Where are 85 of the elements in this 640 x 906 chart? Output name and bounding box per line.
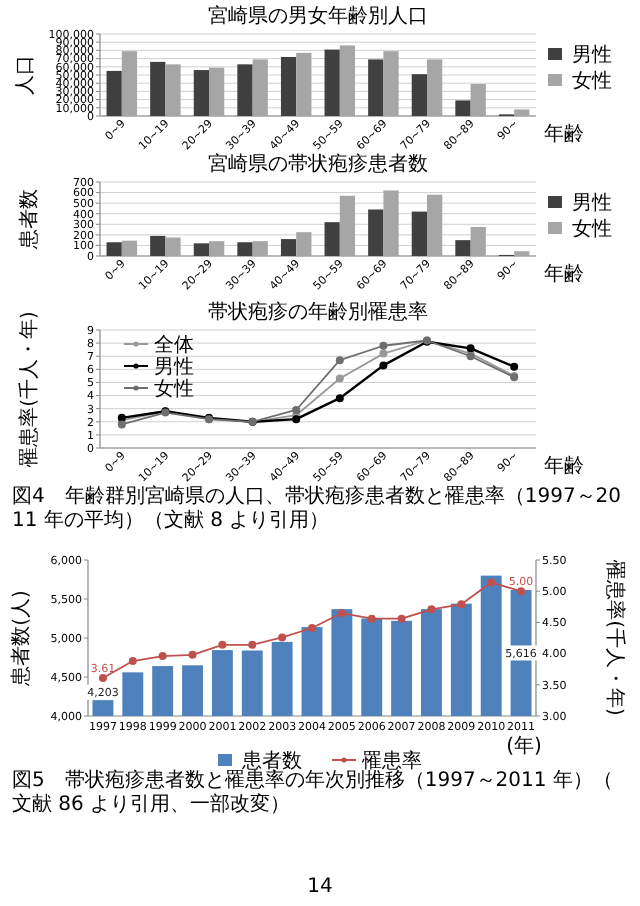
point (278, 633, 287, 642)
bar (411, 74, 427, 116)
bar (514, 109, 530, 116)
point (158, 652, 167, 661)
bar (296, 52, 312, 116)
chart-title: 帯状疱疹の年齢別罹患率 (208, 300, 428, 324)
y-axis-title: 罹患率(千人・年) (17, 311, 41, 469)
bar (237, 64, 253, 116)
y-axis-title: 人口 (15, 55, 37, 95)
bar (121, 51, 138, 116)
point (248, 640, 257, 649)
point (466, 344, 475, 353)
y-axis-title: 患者数 (17, 189, 41, 251)
point (337, 609, 346, 618)
bar (368, 209, 384, 256)
bar (427, 194, 443, 256)
bar (383, 190, 399, 256)
bar (150, 235, 166, 256)
bar (324, 222, 340, 256)
bar (455, 240, 471, 256)
bar (193, 70, 209, 116)
bar (280, 239, 297, 256)
bar (324, 49, 340, 116)
x-axis-title: 年齢 (544, 262, 584, 286)
bar (106, 242, 122, 256)
bar (280, 56, 297, 116)
bar (252, 59, 268, 116)
bar (237, 242, 253, 256)
x-axis-title: (年) (506, 734, 542, 758)
text: 14 (307, 876, 333, 898)
bar (165, 64, 181, 116)
legend-label: 患者数 (240, 749, 302, 773)
point (367, 614, 376, 623)
point (517, 587, 526, 596)
bar (165, 237, 181, 256)
legend-label: 女性 (572, 69, 612, 93)
point (510, 362, 519, 371)
y-axis-title: 患者数(人) (9, 590, 33, 688)
bar (106, 70, 122, 116)
legend-label: 罹患率 (360, 749, 422, 773)
point (457, 600, 466, 609)
bar (209, 241, 225, 256)
point (427, 605, 436, 614)
bar (193, 243, 209, 256)
point (308, 624, 316, 633)
legend-label: 男性 (572, 191, 612, 215)
legend-label: 女性 (572, 217, 612, 241)
bar (427, 59, 443, 116)
bar (296, 232, 312, 256)
caption: 図5 帯状疱疹患者数と罹患率の年次別推移（1997～2011 年）（文献 86 より引用、一部改変） (12, 768, 613, 816)
legend-label: 全体 (154, 333, 194, 357)
bar (121, 240, 138, 256)
bar (339, 195, 356, 256)
bar (470, 226, 486, 256)
bar (150, 61, 166, 116)
chart-title: 宮崎県の男女年齢別人口 (208, 4, 428, 28)
point (98, 673, 107, 682)
point (335, 394, 344, 403)
legend-label: 男性 (572, 43, 612, 67)
point (487, 578, 496, 587)
point (188, 650, 197, 659)
point (128, 657, 137, 666)
point (335, 374, 344, 383)
point (379, 361, 388, 370)
bar (209, 67, 225, 116)
point (379, 349, 388, 358)
point (292, 405, 301, 414)
bar (455, 100, 471, 116)
bar (470, 84, 486, 116)
legend-label: 男性 (154, 355, 194, 379)
bar (383, 51, 399, 116)
bar (411, 211, 427, 256)
point (335, 356, 344, 365)
legend-label: 女性 (154, 377, 194, 401)
chart-title: 宮崎県の帯状疱疹患者数 (208, 152, 428, 176)
bar (252, 241, 268, 256)
bar (339, 45, 356, 116)
x-axis-title: 年齢 (544, 454, 584, 478)
point (218, 640, 227, 649)
caption: 図4 年齢群別宮崎県の人口、帯状疱疹患者数と罹患率（1997～2011 年の平均）（文献 8 より引用） (12, 484, 622, 532)
x-axis-title: 年齢 (544, 122, 584, 146)
point (397, 614, 406, 623)
bar (368, 59, 384, 116)
y2-axis-title: 罹患率(千人・年) (603, 558, 627, 716)
point (379, 341, 388, 350)
